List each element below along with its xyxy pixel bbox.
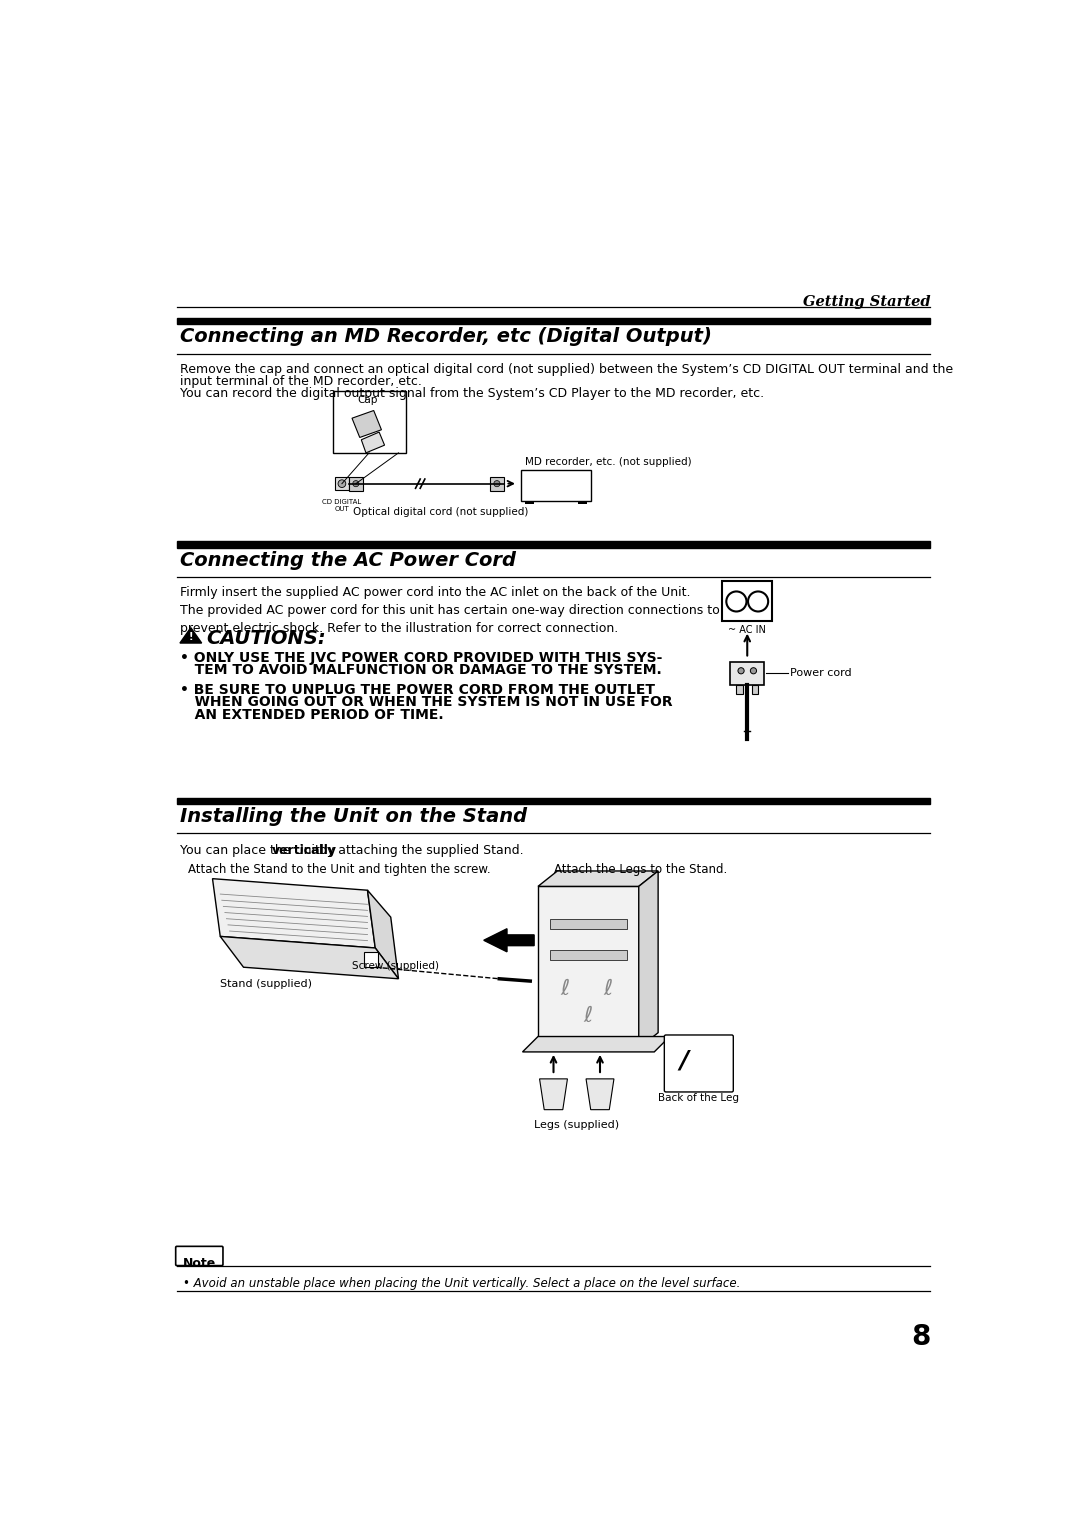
Polygon shape	[523, 1036, 670, 1051]
Text: CD DIGITAL
OUT: CD DIGITAL OUT	[322, 500, 362, 512]
Text: You can record the digital output signal from the System’s CD Player to the MD r: You can record the digital output signal…	[180, 388, 764, 400]
Bar	[730, 662, 765, 685]
Text: WHEN GOING OUT OR WHEN THE SYSTEM IS NOT IN USE FOR: WHEN GOING OUT OR WHEN THE SYSTEM IS NOT…	[180, 695, 673, 709]
Text: Installing the Unit on the Stand: Installing the Unit on the Stand	[180, 807, 527, 827]
Bar	[177, 798, 930, 804]
Text: Attach the Stand to the Unit and tighten the screw.: Attach the Stand to the Unit and tighten…	[188, 862, 490, 876]
Bar	[550, 920, 627, 929]
Text: ~ AC IN: ~ AC IN	[728, 625, 766, 634]
Polygon shape	[538, 871, 658, 886]
Polygon shape	[180, 628, 202, 643]
Polygon shape	[220, 937, 399, 979]
Text: You can place the Unit: You can place the Unit	[180, 843, 324, 857]
Circle shape	[751, 668, 757, 674]
Text: Attach the Legs to the Stand.: Attach the Legs to the Stand.	[554, 862, 727, 876]
Bar	[723, 582, 772, 622]
Text: Back of the Leg: Back of the Leg	[658, 1093, 739, 1103]
Text: ℓ: ℓ	[603, 979, 612, 999]
Polygon shape	[586, 1079, 613, 1109]
Text: Getting Started: Getting Started	[802, 295, 930, 309]
Polygon shape	[213, 879, 375, 947]
Text: Stand (supplied): Stand (supplied)	[220, 979, 312, 989]
Polygon shape	[367, 891, 399, 979]
Polygon shape	[362, 432, 384, 452]
Circle shape	[738, 668, 744, 674]
Text: ℓ: ℓ	[584, 1005, 593, 1025]
Polygon shape	[540, 1079, 567, 1109]
Circle shape	[494, 481, 500, 487]
Text: 8: 8	[910, 1323, 930, 1351]
Bar	[737, 685, 743, 694]
Circle shape	[353, 481, 359, 487]
Text: • BE SURE TO UNPLUG THE POWER CORD FROM THE OUTLET: • BE SURE TO UNPLUG THE POWER CORD FROM …	[180, 683, 654, 697]
Bar	[752, 685, 758, 694]
Text: AN EXTENDED PERIOD OF TIME.: AN EXTENDED PERIOD OF TIME.	[180, 707, 444, 721]
Bar	[333, 391, 406, 452]
Bar	[364, 952, 378, 967]
Text: Cap: Cap	[357, 396, 378, 405]
Text: input terminal of the MD recorder, etc.: input terminal of the MD recorder, etc.	[180, 374, 422, 388]
Text: vertically: vertically	[271, 843, 336, 857]
Bar	[490, 477, 504, 490]
Bar	[177, 541, 930, 547]
Text: Legs (supplied): Legs (supplied)	[535, 1120, 619, 1129]
Text: ℓ: ℓ	[561, 979, 570, 999]
Bar	[525, 501, 535, 504]
Text: !: !	[189, 631, 193, 642]
Text: Note: Note	[183, 1256, 216, 1270]
Polygon shape	[484, 929, 535, 952]
Text: by attaching the supplied Stand.: by attaching the supplied Stand.	[314, 843, 524, 857]
Text: Connecting the AC Power Cord: Connecting the AC Power Cord	[180, 550, 516, 570]
Polygon shape	[638, 871, 658, 1048]
Polygon shape	[538, 886, 638, 1048]
Text: CAUTIONS:: CAUTIONS:	[206, 630, 326, 648]
Bar	[521, 469, 591, 501]
Text: Screw (supplied): Screw (supplied)	[352, 961, 438, 972]
Bar	[177, 318, 930, 324]
Polygon shape	[352, 411, 381, 437]
Circle shape	[338, 480, 346, 487]
Text: MD recorder, etc. (not supplied): MD recorder, etc. (not supplied)	[525, 457, 691, 468]
Text: /: /	[679, 1048, 689, 1073]
Bar	[550, 950, 627, 960]
Text: Connecting an MD Recorder, etc (Digital Output): Connecting an MD Recorder, etc (Digital …	[180, 327, 712, 347]
Bar	[335, 477, 349, 490]
Text: • Avoid an unstable place when placing the Unit vertically. Select a place on th: • Avoid an unstable place when placing t…	[183, 1277, 741, 1290]
Bar	[349, 477, 363, 490]
Text: • ONLY USE THE JVC POWER CORD PROVIDED WITH THIS SYS-: • ONLY USE THE JVC POWER CORD PROVIDED W…	[180, 651, 662, 665]
Text: Power cord: Power cord	[789, 668, 851, 678]
Text: Firmly insert the supplied AC power cord into the AC inlet on the back of the Un: Firmly insert the supplied AC power cord…	[180, 587, 719, 636]
Text: Optical digital cord (not supplied): Optical digital cord (not supplied)	[353, 507, 528, 516]
Text: TEM TO AVOID MALFUNCTION OR DAMAGE TO THE SYSTEM.: TEM TO AVOID MALFUNCTION OR DAMAGE TO TH…	[180, 663, 662, 677]
FancyBboxPatch shape	[176, 1247, 222, 1265]
Text: Remove the cap and connect an optical digital cord (not supplied) between the Sy: Remove the cap and connect an optical di…	[180, 362, 953, 376]
FancyBboxPatch shape	[664, 1034, 733, 1093]
Bar	[578, 501, 586, 504]
